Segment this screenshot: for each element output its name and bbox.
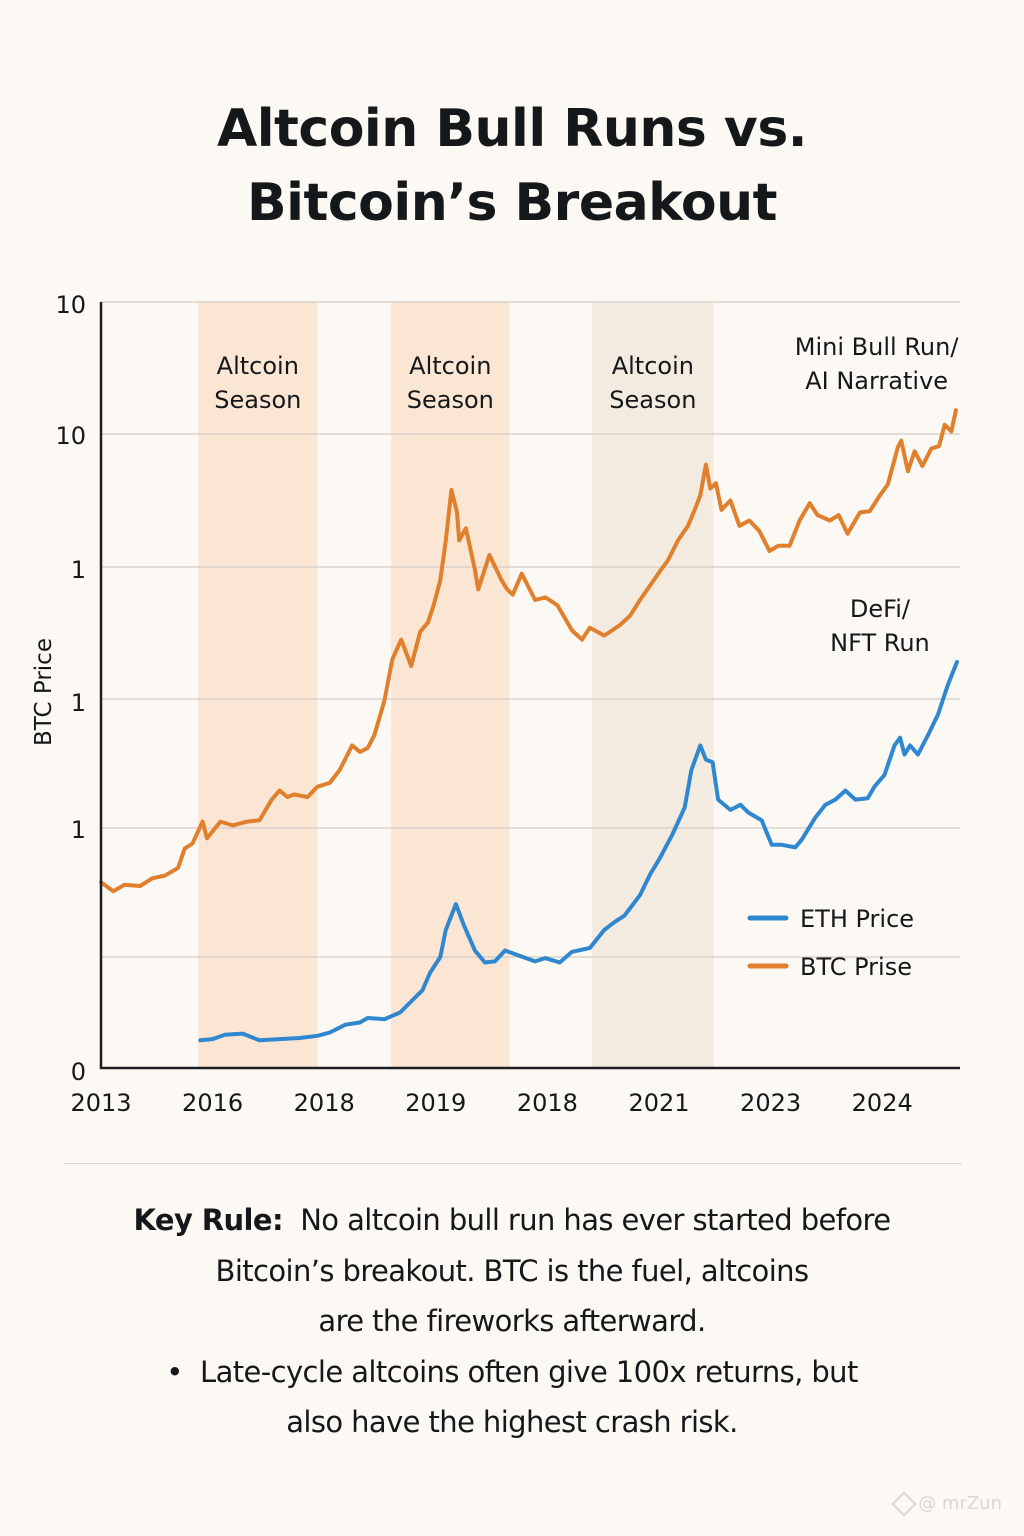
y-tick-label: 1 (71, 689, 86, 717)
key-rule-notes: Key Rule: No altcoin bull run has ever s… (0, 1195, 1024, 1448)
x-tick-label: 2019 (405, 1089, 466, 1117)
band-label: Altcoin (217, 352, 299, 380)
band-label: Altcoin (409, 352, 491, 380)
x-tick-label: 2024 (852, 1089, 913, 1117)
watermark-text: @ mrZun (918, 1493, 1002, 1514)
chart-title: Altcoin Bull Runs vs. Bitcoin’s Breakout (0, 92, 1024, 240)
altcoin-season-band (592, 302, 714, 1068)
bullet-line-1: • Late-cycle altcoins often give 100x re… (0, 1347, 1024, 1398)
bullet-icon: • (166, 1354, 183, 1389)
y-tick-label: 10 (55, 422, 86, 450)
y-tick-label: 1 (71, 556, 86, 584)
annotation-label: DeFi/ (850, 595, 911, 623)
key-rule-label: Key Rule: (133, 1203, 284, 1237)
watermark: @ mrZun (891, 1490, 1002, 1517)
annotation-label: NFT Run (830, 629, 930, 657)
band-labels-layer: Altcoin Season Altcoin Season Altcoin Season (214, 352, 696, 414)
annotation-label: AI Narrative (805, 367, 948, 395)
bullet-text-1: Late-cycle altcoins often give 100x retu… (200, 1354, 858, 1389)
legend-label: BTC Prise (800, 953, 912, 981)
band-label: Altcoin (612, 352, 694, 380)
band-label: Season (214, 386, 301, 414)
band-label: Season (609, 386, 696, 414)
key-rule-text-3: are the fireworks afterward. (318, 1304, 706, 1338)
y-tick-label: 10 (55, 291, 86, 319)
legend-label: ETH Price (800, 905, 914, 933)
bands-layer (198, 302, 714, 1068)
altcoin-season-band (198, 302, 318, 1068)
grid-layer (101, 301, 960, 958)
y-tick-label: 1 (71, 816, 86, 844)
y-axis-title: BTC Price (31, 638, 57, 746)
eth-price-line (198, 660, 959, 1043)
exchange-logo-icon (891, 1490, 917, 1517)
chart-plot: AltcoinSeasonAltcoinSeasonAltcoinSeason … (55, 291, 960, 1117)
bullet-text-2: also have the highest crash risk. (286, 1405, 738, 1439)
band-label: Season (407, 386, 494, 414)
key-rule-line-1: Key Rule: No altcoin bull run has ever s… (0, 1195, 1024, 1246)
title-line-2: Bitcoin’s Breakout (247, 173, 777, 233)
legend: ETH Price BTC Prise (747, 905, 914, 981)
annotations-layer: Mini Bull Run/AI Narrative DeFi/NFT Run (795, 333, 960, 657)
section-divider (64, 1163, 962, 1164)
title-line-1: Altcoin Bull Runs vs. (216, 99, 808, 159)
series-layer (99, 408, 959, 1043)
x-tick-label: 2016 (182, 1089, 243, 1117)
x-tick-label: 2023 (740, 1089, 801, 1117)
x-tick-label: 2018 (517, 1089, 578, 1117)
x-tick-label: 2018 (294, 1089, 355, 1117)
key-rule-text-1: No altcoin bull run has ever started bef… (300, 1203, 891, 1237)
x-tick-label: 2021 (628, 1089, 689, 1117)
key-rule-text-2: Bitcoin’s breakout. BTC is the fuel, alt… (215, 1253, 810, 1288)
y-tick-label: 0 (71, 1058, 86, 1086)
altcoin-season-band (391, 302, 510, 1068)
ticks-layer: 0 1 1 1 10 10 2013 2016 2018 2019 2018 2021 2023 2024 (55, 291, 912, 1117)
axes-layer (99, 302, 960, 1070)
btc-price-line (99, 408, 958, 894)
annotation-label: Mini Bull Run/ (795, 333, 960, 361)
x-tick-label: 2013 (70, 1089, 131, 1117)
